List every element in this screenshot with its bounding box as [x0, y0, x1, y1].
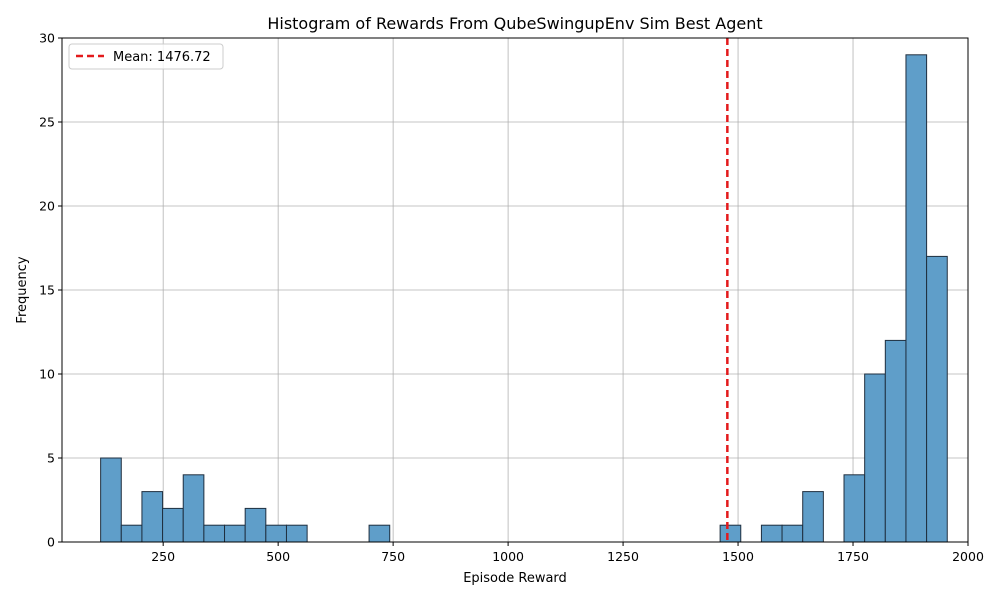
histogram-bar [884, 339, 907, 543]
x-axis-ticks: 250 500 750 1000 1250 1500 1750 2000 [151, 542, 984, 564]
legend: Mean: 1476.72 [68, 43, 224, 70]
y-axis-label: Frequency [15, 256, 30, 323]
x-tick-label: 1000 [492, 549, 524, 564]
y-tick-label: 0 [47, 535, 55, 550]
y-tick-label: 25 [39, 115, 55, 130]
histogram-bar [120, 524, 143, 543]
y-tick-label: 20 [39, 199, 55, 214]
x-tick-label: 1750 [837, 549, 869, 564]
histogram-bar [802, 491, 824, 543]
histogram-bar [265, 524, 287, 543]
histogram-bar [203, 524, 226, 543]
histogram-bar [285, 524, 308, 543]
histogram-bar [182, 474, 205, 543]
x-axis-label: Episode Reward [463, 571, 567, 586]
x-tick-label: 1250 [607, 549, 639, 564]
histogram-bar [760, 524, 783, 543]
histogram-bar [864, 373, 886, 543]
y-tick-label: 15 [39, 283, 55, 298]
histogram-bar [368, 524, 391, 543]
y-axis-ticks: 0 5 10 15 20 25 30 [39, 31, 62, 550]
legend-box [68, 43, 224, 70]
y-tick-label: 10 [39, 367, 55, 382]
x-tick-label: 500 [266, 549, 290, 564]
histogram-bar [781, 524, 804, 543]
x-tick-label: 750 [381, 549, 405, 564]
x-tick-label: 1500 [722, 549, 754, 564]
y-tick-label: 30 [39, 31, 55, 46]
histogram-bar [843, 474, 866, 543]
legend-mean-label: Mean: 1476.72 [113, 50, 211, 65]
histogram-bar [141, 491, 164, 543]
histogram-bar [905, 54, 928, 543]
histogram-bar [100, 457, 122, 543]
histogram-bar [224, 524, 246, 543]
x-tick-label: 2000 [952, 549, 984, 564]
y-tick-label: 5 [47, 451, 55, 466]
x-tick-label: 250 [151, 549, 175, 564]
histogram-bars [100, 54, 948, 543]
histogram-bar [162, 507, 184, 543]
histogram-bar [926, 255, 948, 543]
chart-title: Histogram of Rewards From QubeSwingupEnv… [267, 14, 762, 33]
histogram-bar [719, 524, 742, 543]
histogram-bar [244, 507, 267, 543]
